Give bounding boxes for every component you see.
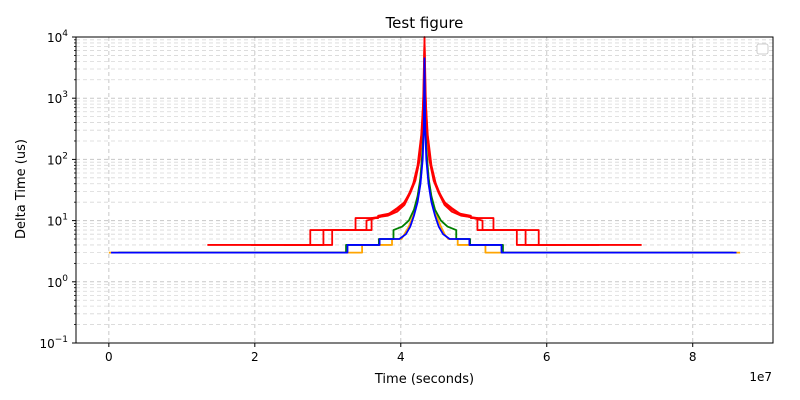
x-axis-label: Time (seconds): [374, 372, 474, 387]
x-axis-offset-text: 1e7: [749, 370, 772, 384]
x-tick-label: 0: [105, 350, 113, 364]
x-tick-label: 4: [397, 350, 405, 364]
ticks: 0 2 4 6 8 10−1 100 101 102 103 104: [39, 29, 696, 364]
grid: [76, 36, 773, 344]
y-tick-label: 104: [47, 29, 68, 45]
x-tick-label: 2: [251, 350, 259, 364]
y-tick-label: 10−1: [39, 335, 68, 351]
chart-title: Test figure: [385, 14, 464, 32]
series-line-6: [111, 57, 737, 254]
y-tick-label: 101: [47, 213, 68, 229]
y-tick-label: 102: [47, 151, 68, 167]
series-line-5: [284, 37, 566, 246]
x-tick-label: 8: [689, 350, 697, 364]
y-tick-label: 100: [47, 274, 68, 290]
plot-frame: [75, 36, 774, 344]
y-axis-label: Delta Time (us): [14, 139, 29, 239]
series-group: [108, 36, 741, 254]
y-tick-label: 103: [47, 90, 68, 106]
x-tick-label: 6: [543, 350, 551, 364]
legend-box: [756, 43, 769, 55]
